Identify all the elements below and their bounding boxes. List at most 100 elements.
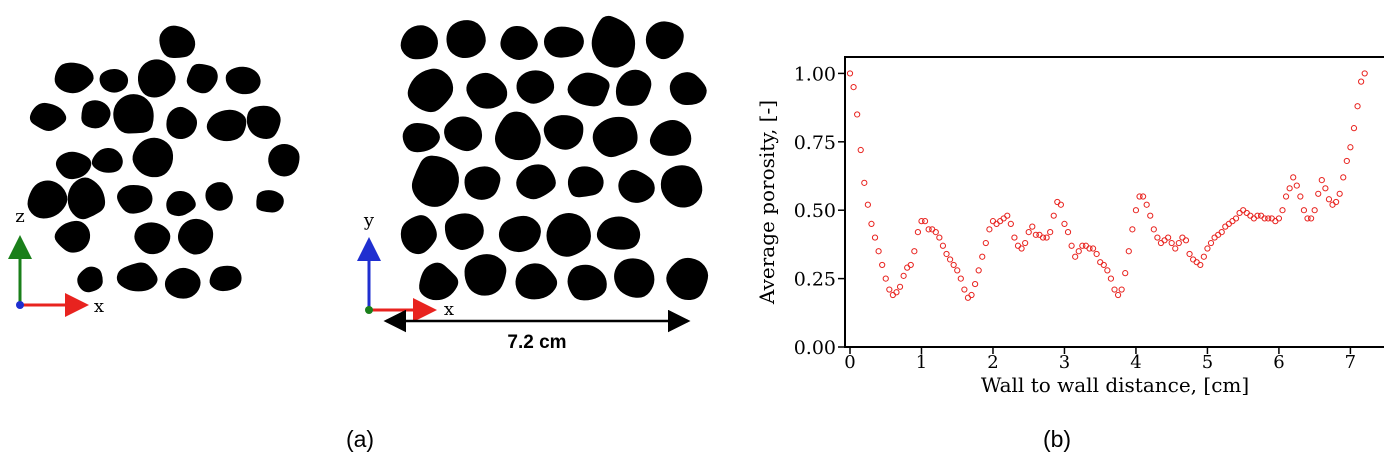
particle bbox=[166, 191, 196, 216]
data-point bbox=[1273, 219, 1278, 224]
data-point bbox=[1005, 213, 1010, 218]
particle bbox=[187, 64, 218, 93]
data-point bbox=[890, 292, 895, 297]
y-tick-label: 0.75 bbox=[794, 132, 836, 154]
data-point bbox=[1090, 246, 1095, 251]
data-point bbox=[973, 281, 978, 286]
data-point bbox=[851, 84, 856, 89]
data-point bbox=[1230, 219, 1235, 224]
data-point bbox=[969, 292, 974, 297]
particle bbox=[445, 213, 484, 250]
particle bbox=[159, 26, 195, 58]
data-point bbox=[1105, 268, 1110, 273]
data-point bbox=[990, 219, 995, 224]
panel-label: (a) bbox=[346, 426, 374, 452]
data-point bbox=[998, 219, 1003, 224]
particle bbox=[465, 166, 501, 199]
data-point bbox=[1269, 216, 1274, 221]
particle bbox=[401, 215, 437, 254]
particle bbox=[515, 263, 557, 299]
data-point bbox=[1251, 216, 1256, 221]
data-point bbox=[1130, 227, 1135, 232]
particle bbox=[56, 152, 91, 179]
data-point bbox=[1319, 178, 1324, 183]
particle bbox=[207, 110, 247, 141]
data-point bbox=[915, 229, 920, 234]
particle bbox=[546, 213, 590, 257]
data-point bbox=[1312, 208, 1317, 213]
particle bbox=[165, 268, 201, 299]
particle bbox=[516, 70, 554, 103]
particle bbox=[568, 73, 610, 107]
data-point bbox=[1205, 246, 1210, 251]
data-point bbox=[1334, 199, 1339, 204]
particle bbox=[593, 117, 638, 157]
particle bbox=[495, 112, 541, 161]
data-point bbox=[1073, 254, 1078, 259]
data-point bbox=[1237, 210, 1242, 215]
particle bbox=[178, 219, 213, 255]
data-point bbox=[1241, 208, 1246, 213]
data-point bbox=[1115, 292, 1120, 297]
particle bbox=[446, 20, 485, 58]
data-point bbox=[1187, 251, 1192, 256]
data-point bbox=[1044, 235, 1049, 240]
data-point bbox=[955, 268, 960, 273]
data-point bbox=[1037, 232, 1042, 237]
data-point bbox=[1355, 104, 1360, 109]
data-point bbox=[965, 295, 970, 300]
particle bbox=[592, 16, 635, 68]
data-point bbox=[1012, 235, 1017, 240]
data-point bbox=[1108, 276, 1113, 281]
data-point bbox=[894, 290, 899, 295]
data-point bbox=[862, 180, 867, 185]
particle bbox=[403, 123, 440, 152]
particle bbox=[30, 103, 66, 131]
particle bbox=[134, 222, 170, 254]
data-point bbox=[1140, 194, 1145, 199]
data-point bbox=[933, 229, 938, 234]
data-point bbox=[912, 249, 917, 254]
data-point bbox=[1076, 249, 1081, 254]
particle bbox=[616, 70, 651, 106]
data-point bbox=[1176, 240, 1181, 245]
y-axis-label: Average porosity, [-] bbox=[755, 100, 779, 305]
particle bbox=[412, 156, 459, 207]
data-point bbox=[1173, 246, 1178, 251]
origin-dot bbox=[16, 301, 24, 309]
data-point bbox=[1258, 213, 1263, 218]
data-point bbox=[1133, 208, 1138, 213]
data-point bbox=[883, 276, 888, 281]
data-point bbox=[987, 227, 992, 232]
data-point bbox=[1194, 260, 1199, 265]
particle bbox=[28, 180, 68, 218]
data-point bbox=[1283, 194, 1288, 199]
data-point bbox=[937, 235, 942, 240]
data-point bbox=[1294, 183, 1299, 188]
data-point bbox=[869, 221, 874, 226]
panel-label: (b) bbox=[1043, 426, 1071, 452]
particle bbox=[614, 258, 654, 297]
particle bbox=[670, 72, 707, 105]
y-tick-label: 0.25 bbox=[794, 269, 836, 291]
data-point bbox=[1298, 194, 1303, 199]
particle bbox=[117, 185, 152, 214]
data-point bbox=[1276, 216, 1281, 221]
data-point bbox=[962, 287, 967, 292]
particle bbox=[646, 21, 684, 59]
data-point bbox=[922, 219, 927, 224]
particle bbox=[256, 190, 284, 212]
data-point bbox=[1191, 257, 1196, 262]
particle bbox=[618, 170, 654, 203]
particle bbox=[247, 106, 281, 139]
data-point bbox=[1062, 221, 1067, 226]
particle bbox=[444, 116, 482, 151]
data-point bbox=[1083, 243, 1088, 248]
data-point bbox=[865, 202, 870, 207]
scale-label: 7.2 cm bbox=[507, 332, 566, 353]
x-tick-label: 7 bbox=[1345, 352, 1356, 373]
data-point bbox=[1208, 240, 1213, 245]
particle bbox=[544, 115, 584, 150]
data-point bbox=[1244, 210, 1249, 215]
data-point bbox=[1051, 213, 1056, 218]
